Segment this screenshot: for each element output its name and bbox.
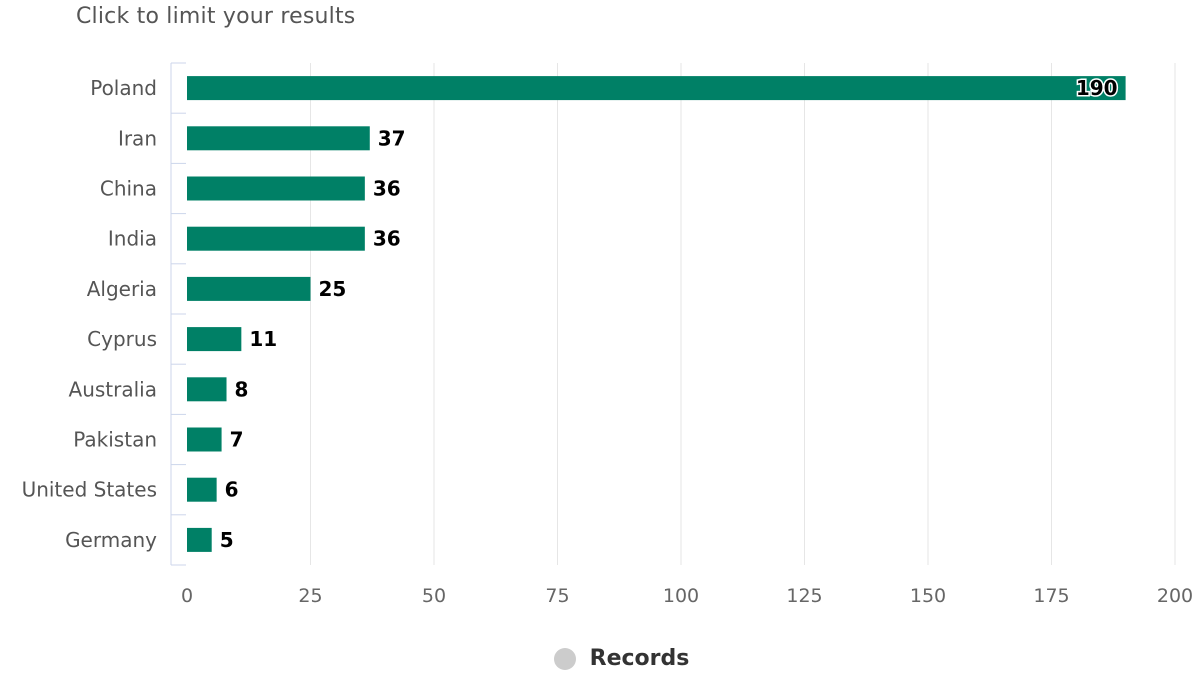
category-label[interactable]: Australia xyxy=(69,377,157,401)
x-tick-label: 25 xyxy=(298,585,322,607)
bar[interactable] xyxy=(187,226,365,251)
data-label: 25 xyxy=(319,277,347,301)
x-tick-label: 125 xyxy=(786,585,822,607)
bars xyxy=(187,76,1126,552)
category-label[interactable]: Poland xyxy=(90,76,157,100)
data-label: 8 xyxy=(235,377,249,401)
category-label[interactable]: Algeria xyxy=(87,277,157,301)
x-tick-label: 75 xyxy=(545,585,569,607)
legend-symbol-icon xyxy=(553,647,576,670)
bar[interactable] xyxy=(187,377,227,402)
data-label: 37 xyxy=(378,126,406,150)
grid-lines xyxy=(310,63,1176,565)
category-label[interactable]: India xyxy=(108,227,157,251)
category-label[interactable]: Pakistan xyxy=(73,428,157,452)
bar[interactable] xyxy=(187,427,222,452)
category-label[interactable]: Germany xyxy=(65,528,157,552)
x-tick-label: 150 xyxy=(910,585,946,607)
bar[interactable] xyxy=(187,126,370,151)
x-tick-label: 100 xyxy=(663,585,699,607)
bar[interactable] xyxy=(187,76,1126,101)
bar[interactable] xyxy=(187,527,212,552)
category-label[interactable]: China xyxy=(100,177,157,201)
data-label: 5 xyxy=(220,528,234,552)
chart-subtitle: Click to limit your results xyxy=(76,4,356,29)
bar[interactable] xyxy=(187,477,217,502)
data-label: 11 xyxy=(249,327,277,351)
x-tick-label: 0 xyxy=(181,585,193,607)
category-label[interactable]: United States xyxy=(22,478,157,502)
category-label[interactable]: Cyprus xyxy=(87,327,157,351)
data-label: 36 xyxy=(373,227,401,251)
category-label[interactable]: Iran xyxy=(118,126,157,150)
y-axis xyxy=(170,62,186,566)
x-tick-label: 175 xyxy=(1033,585,1069,607)
data-label: 7 xyxy=(230,428,244,452)
legend-item-records[interactable]: Records xyxy=(589,646,690,671)
x-tick-label: 50 xyxy=(422,585,446,607)
bar[interactable] xyxy=(187,276,311,301)
data-label: 6 xyxy=(225,478,239,502)
bar[interactable] xyxy=(187,176,365,201)
data-label: 190 xyxy=(1076,76,1118,100)
data-label: 36 xyxy=(373,177,401,201)
bar[interactable] xyxy=(187,327,242,352)
x-tick-label: 200 xyxy=(1157,585,1193,607)
legend[interactable]: Records xyxy=(0,646,1193,671)
